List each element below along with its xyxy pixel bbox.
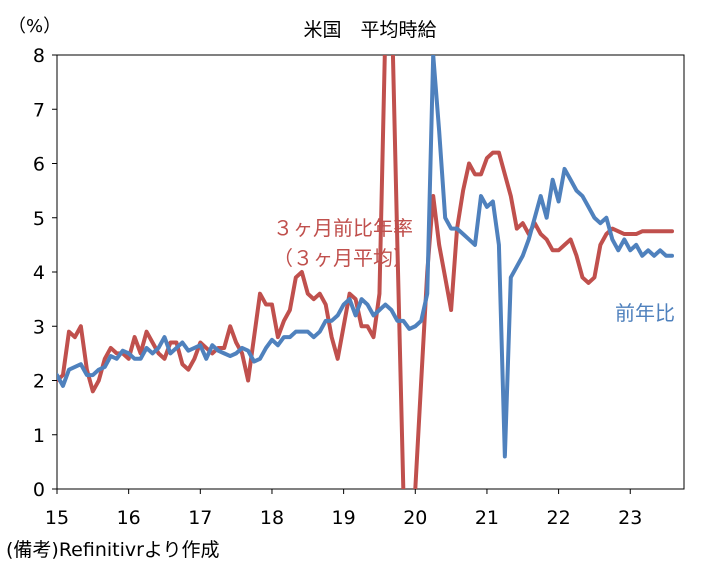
y-tick-label: 7 [33, 99, 45, 121]
x-tick-label: 19 [332, 507, 356, 529]
y-tick-label: 2 [33, 371, 45, 393]
y-tick-label: 3 [33, 316, 45, 338]
series-labels: 前年比 ３ヶ月前比年率 （３ヶ月平均） [273, 216, 675, 325]
chart-title: 米国 平均時給 [303, 19, 436, 41]
plot-area-frame [56, 54, 685, 490]
source-note: (備考)Refinitivrより作成 [6, 539, 220, 561]
y-tick-label: 1 [33, 425, 45, 447]
y-axis-unit-label: （%） [8, 16, 61, 37]
x-tick-label: 21 [475, 507, 499, 529]
y-tick-label: 5 [33, 208, 45, 230]
series-label-3m-annualized: （３ヶ月平均） [273, 246, 413, 270]
x-tick-label: 15 [45, 507, 69, 529]
series-lines [57, 55, 675, 489]
x-tick-label: 16 [117, 507, 141, 529]
series-line-yoy [57, 55, 675, 459]
x-tick-label: 22 [547, 507, 571, 529]
y-axis: 0 1 2 3 4 5 6 7 8 [33, 45, 57, 501]
y-tick-label: 4 [33, 262, 45, 284]
y-tick-label: 6 [33, 154, 45, 176]
series-label-yoy: 前年比 [615, 301, 675, 325]
series-line-3m-annualized [57, 55, 675, 489]
x-tick-label: 18 [260, 507, 284, 529]
y-tick-label: 8 [33, 45, 45, 67]
x-tick-label: 23 [618, 507, 642, 529]
x-tick-label: 17 [188, 507, 212, 529]
series-label-3m-annualized: ３ヶ月前比年率 [273, 216, 413, 240]
x-tick-label: 20 [403, 507, 427, 529]
x-axis: 15 16 17 18 19 20 21 22 23 [45, 489, 642, 529]
y-tick-label: 0 [33, 479, 45, 501]
